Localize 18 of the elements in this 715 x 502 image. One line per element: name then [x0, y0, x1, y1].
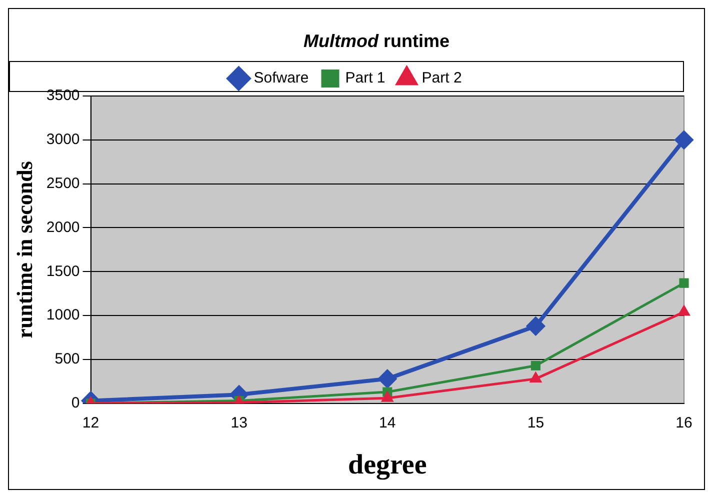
y-tick-label: 2000 — [46, 218, 80, 236]
y-tick-label: 1000 — [46, 306, 80, 324]
x-tick-label: 16 — [676, 414, 692, 432]
y-tick-label: 2500 — [46, 174, 80, 192]
x-tick-label: 14 — [379, 414, 396, 432]
x-tick-label: 12 — [82, 414, 100, 432]
y-tick-label: 3000 — [46, 131, 80, 148]
y-tick-label: 1500 — [46, 262, 80, 280]
x-tick-label: 15 — [527, 414, 544, 432]
y-tick-label: 500 — [54, 350, 80, 368]
legend-label: Sofware — [254, 70, 309, 87]
chart-title: Multmod runtime — [302, 30, 450, 53]
legend-label: Part 2 — [422, 70, 462, 87]
legend-label: Part 1 — [345, 70, 386, 87]
y-tick-label: 0 — [71, 394, 80, 412]
y-axis-title: runtime in seconds — [12, 160, 37, 338]
x-axis-title: degree — [348, 449, 427, 480]
x-tick-label: 13 — [230, 414, 248, 432]
